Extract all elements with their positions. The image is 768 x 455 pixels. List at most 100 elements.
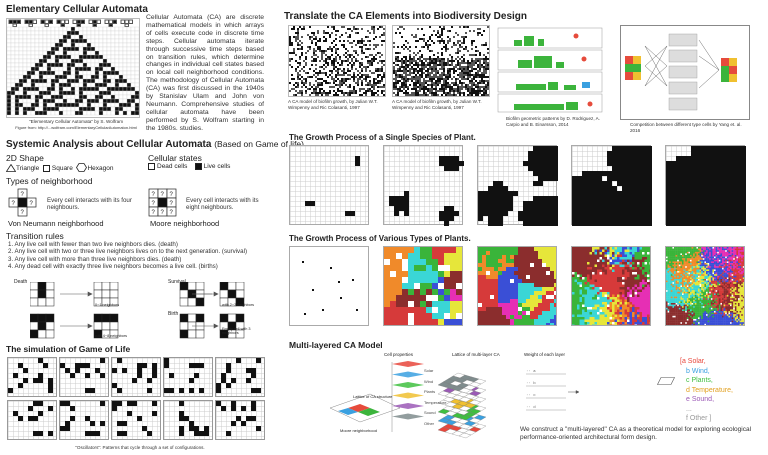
plant-cell [624,284,628,288]
plant-cell [587,196,592,201]
plant-cell [642,252,645,255]
plant-cell [676,206,681,211]
plant-cell [450,253,457,260]
plant-cell [619,302,623,305]
plant-cell [449,211,454,216]
plant-cell [647,294,650,298]
bio-cell [379,26,381,28]
plant-cell [490,287,495,292]
plant-cell [612,252,615,255]
plant-cell [617,161,622,166]
plant-cell [384,301,391,308]
eca-cell [102,62,108,68]
bio-cell [369,62,371,64]
plant-cell [572,206,577,211]
plant-cell [604,264,608,268]
eca-cell [62,42,68,48]
eca-cell [26,98,32,104]
plant-cell [579,307,583,310]
bio-cell [317,40,319,42]
plant-cell [624,264,628,268]
bio-cell [377,44,379,46]
bio-cell [409,60,411,62]
bio-cell [379,60,381,62]
plant-cell [597,294,600,298]
plant-cell [609,269,613,273]
plant-cell [550,295,555,300]
eca-cell [86,82,92,88]
bio-cell [345,84,347,86]
eca-cell [46,26,52,32]
bio-cell [481,44,483,46]
plant-cell [589,317,593,320]
bio-cell [345,32,347,34]
plant-cell [402,277,409,284]
eca-cell [62,58,68,64]
bio-cell [331,70,333,72]
bio-cell [367,62,369,64]
plant-cell [444,295,451,302]
plant-cell [408,313,415,320]
plant-cell [462,307,463,313]
bio-cell [439,62,441,64]
plant-cell [736,176,741,181]
bio-cell [337,90,339,92]
plant-cell [642,322,645,325]
gol-live-cell [132,378,137,383]
plant-cell [647,264,650,268]
bio-cell [435,62,437,64]
bio-cell [453,84,455,86]
plant-cell [617,317,620,320]
plant-cell [597,272,600,275]
bio-cell [331,50,333,52]
plant-cell [494,271,499,276]
bio-cell [333,28,335,30]
bio-cell [355,68,357,70]
bio-cell [417,72,419,74]
plant-cell [627,314,630,318]
plant-cell [572,312,575,315]
plant-cell [538,259,543,264]
eca-cell [106,106,112,112]
eca-cell [90,110,96,116]
plant-cell [627,146,632,151]
plant-cell [488,206,493,211]
plant-cell [624,304,628,308]
bio-cell [383,94,385,96]
plant-cell [482,255,487,260]
bio-cell [441,68,443,70]
plant-cell [604,309,608,313]
plant-cell [632,161,637,166]
plant-cell [617,269,620,273]
plant-cell [438,289,445,296]
plant-cell [676,196,681,201]
plant-cell [486,315,491,320]
plant-cell [694,247,697,249]
rule-cell [30,282,39,291]
bio-cell [469,64,471,66]
plant-cell [584,257,588,260]
plant-cell [619,314,623,318]
rule-out [28,23,33,27]
plant-cell [498,186,503,191]
plant-cell [478,216,483,221]
rule-cell [37,297,47,307]
bio-cell [291,44,293,46]
bio-cell [469,88,471,90]
plant-cell [456,247,462,254]
bio-cell [409,56,411,58]
plant-cell [592,269,595,273]
plant-cell [534,279,539,284]
plant-cell [534,247,539,252]
bio-cell [403,28,405,30]
eca-cell [78,86,84,92]
bio-cell [335,74,337,76]
plant-cell [589,284,593,288]
bio-cell [403,78,405,80]
gol-live-cell [127,401,132,406]
plant-cell [602,211,607,216]
eca-cell [78,102,84,108]
plant-cell [739,250,742,252]
bio-cell [303,28,305,30]
eca-cell [58,74,64,80]
